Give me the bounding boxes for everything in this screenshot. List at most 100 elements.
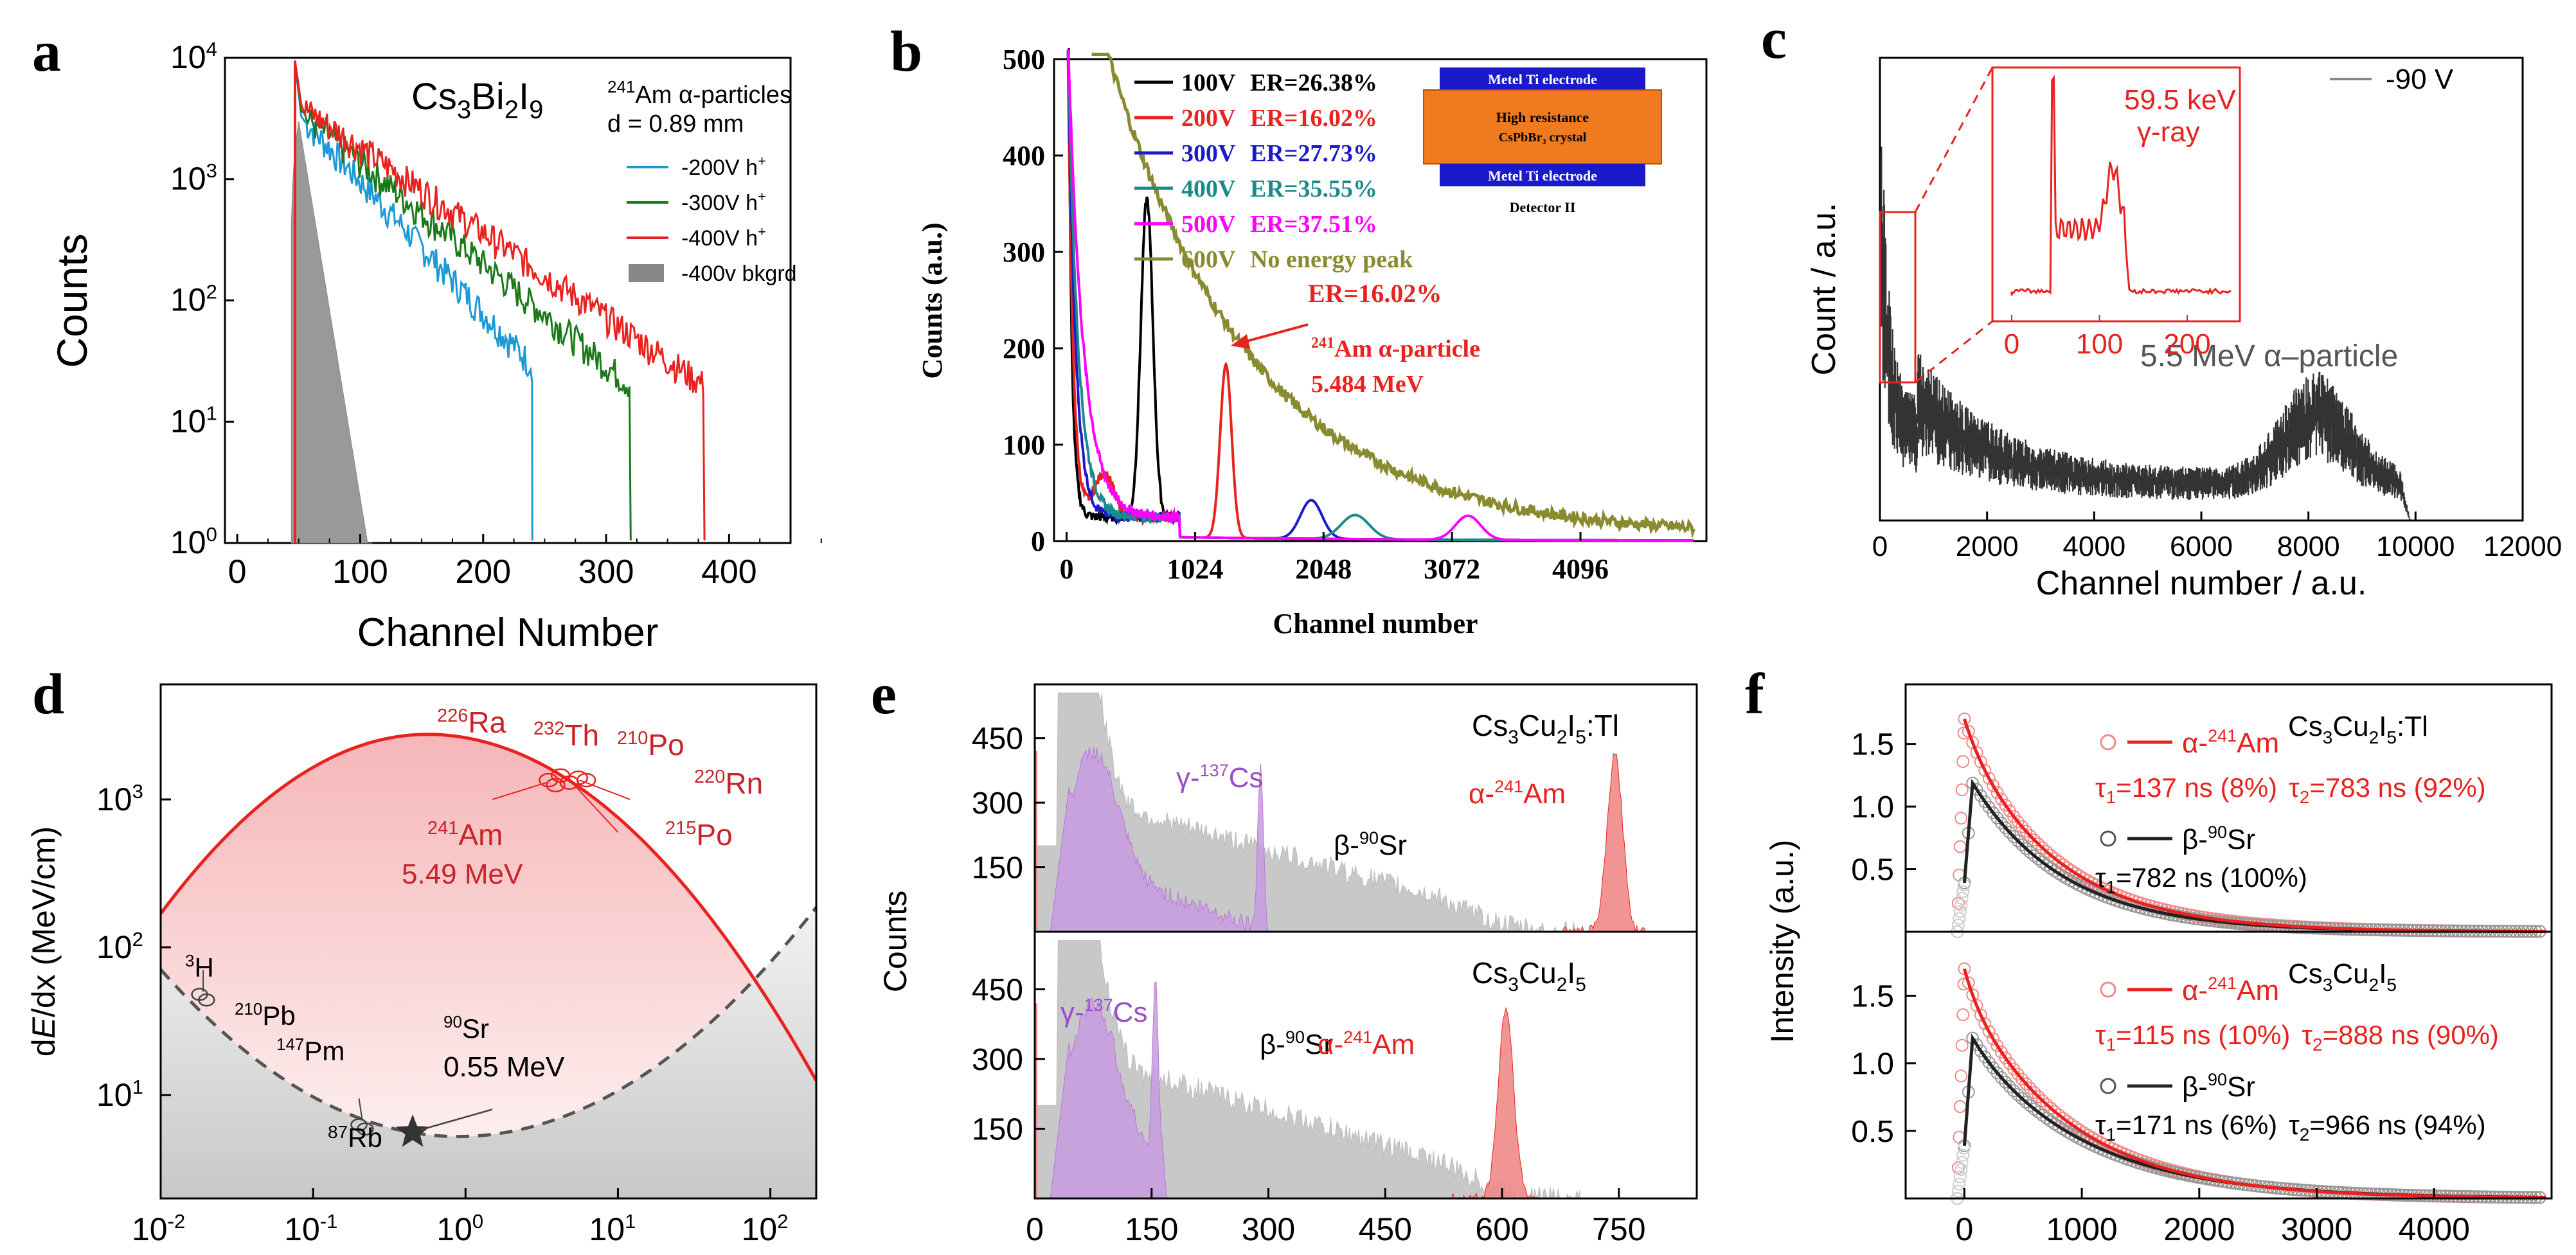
beta-rise-point bbox=[1954, 1163, 1968, 1177]
beta-point bbox=[2003, 1080, 2016, 1093]
panel-a-title: Cs3Bi2I9 bbox=[411, 76, 543, 124]
beta-point bbox=[2011, 1088, 2025, 1101]
x-tick-label: 0 bbox=[1026, 1211, 1044, 1247]
legend-voltage: 600V bbox=[1181, 246, 1236, 273]
curve-500V bbox=[1066, 49, 1694, 542]
legend-er: ER=37.51% bbox=[1250, 211, 1377, 238]
x-tick-label: 0 bbox=[1872, 531, 1888, 562]
alpha-point bbox=[1990, 1039, 2004, 1053]
y-tick-label: 0 bbox=[1031, 526, 1045, 557]
series--400V h+ bbox=[294, 60, 706, 541]
beta-point bbox=[1999, 821, 2012, 835]
annotation-line2: 241Am α-particle bbox=[1311, 335, 1480, 362]
alpha-point bbox=[1978, 763, 1992, 777]
y-tick-label: 100 bbox=[170, 523, 217, 560]
curve-600V bbox=[1091, 53, 1695, 539]
legend-label: -400v bkgrd bbox=[681, 262, 797, 286]
beta-marker bbox=[357, 1122, 374, 1136]
alpha-isotope-label: 241Am bbox=[427, 818, 503, 851]
alpha-label: α-241Am bbox=[1469, 777, 1566, 810]
panel-c-inset: 0 100 200 59.5 keV γ-ray bbox=[1879, 66, 2241, 384]
alpha-point bbox=[2015, 1073, 2028, 1086]
beta-label: β-90Sr bbox=[1334, 828, 1407, 861]
beta-marker bbox=[350, 1118, 368, 1132]
gamma-label: γ-137Cs bbox=[1060, 995, 1148, 1028]
alpha-point bbox=[1978, 1017, 1992, 1030]
panel-b-y-label: Counts (a.u.) bbox=[917, 222, 948, 378]
panel-d-letter: d bbox=[32, 663, 64, 726]
inset-plot bbox=[2010, 75, 2232, 296]
x-tick-label: 2000 bbox=[2163, 1211, 2235, 1247]
panel-c-x-label: Channel number / a.u. bbox=[2036, 565, 2367, 602]
y-tick-label: 150 bbox=[972, 851, 1023, 886]
spectrum bbox=[1880, 147, 2411, 520]
panel-d-isotope-labels: 226Ra 232Th 210Po 220Rn 215Po 241Am 5.49 MeV 3H… bbox=[185, 706, 763, 1153]
beta-point bbox=[2019, 842, 2033, 855]
alpha-rise-point bbox=[1954, 812, 1968, 825]
legend-er: ER=16.02% bbox=[1250, 105, 1377, 132]
panel-e-frame bbox=[1033, 683, 1698, 1200]
beta-rise-point bbox=[1953, 912, 1966, 925]
alpha-point bbox=[1982, 1025, 1996, 1038]
x-tick-label: 10-2 bbox=[132, 1210, 185, 1247]
panel-a-note-line2: d = 0.89 mm bbox=[607, 111, 744, 138]
panel-f-frame bbox=[1904, 683, 2553, 1200]
panel-b-frame bbox=[1053, 58, 1708, 542]
panel-c-note: 5.5 MeV α–particle bbox=[2140, 339, 2398, 373]
gamma-spectrum bbox=[1050, 746, 1284, 932]
panel-d-plot bbox=[159, 733, 818, 1198]
x-tick-label: 100 bbox=[436, 1210, 483, 1247]
beta-label: β-90Sr bbox=[1260, 1028, 1333, 1060]
beta-isotope-label: 90Sr bbox=[443, 1012, 489, 1044]
panel-d-y-ticks: 101 102 103 bbox=[96, 780, 171, 1113]
inset-bottom-electrode-label: Metel Ti electrode bbox=[1488, 168, 1597, 184]
legend-er: No energy peak bbox=[1250, 246, 1413, 273]
alpha-point bbox=[2035, 1094, 2049, 1107]
panel-c-plot bbox=[1880, 147, 2411, 520]
x-tick-label: 102 bbox=[742, 1210, 789, 1247]
annotation-arrow bbox=[1237, 323, 1309, 345]
material-label: Cs3Cu2I5:Tl bbox=[1472, 709, 1619, 748]
alpha-edge bbox=[1035, 1003, 1037, 1198]
x-tick-label: 4000 bbox=[2399, 1211, 2470, 1247]
y-tick-label: 103 bbox=[170, 159, 217, 197]
pointer-line bbox=[358, 1098, 363, 1120]
beta-point bbox=[2015, 838, 2028, 851]
panel-f: f 0 1000 2000 3000 4000 0.5 1.0 1.5 0.5 1.0 1.5 I… bbox=[1745, 663, 2553, 1247]
beta-rise-point bbox=[1956, 885, 1970, 898]
alpha-point bbox=[2019, 824, 2033, 838]
x-tick-label: 6000 bbox=[2170, 531, 2233, 562]
x-tick-label: 10000 bbox=[2376, 531, 2455, 562]
panel-c-legend-label: -90 V bbox=[2386, 64, 2454, 95]
pointer-line bbox=[419, 1108, 493, 1131]
series-bkgrd bbox=[291, 121, 373, 544]
beta-point bbox=[2023, 1099, 2037, 1112]
sr90-star bbox=[395, 1114, 430, 1147]
panel-f-y-label: Intensity (a.u.) bbox=[1764, 840, 1800, 1044]
alpha-rise-point bbox=[1955, 1038, 1969, 1052]
legend-er: ER=27.73% bbox=[1250, 140, 1377, 167]
beta-isotope-label: 3H bbox=[185, 951, 214, 983]
x-tick-label: 0 bbox=[1955, 1211, 1973, 1247]
y-tick-label: 300 bbox=[972, 787, 1023, 821]
panel-f-labels: α-241Am Cs3Cu2I5:Tl τ1=137 ns (8%) τ2=783 n… bbox=[2095, 711, 2499, 1144]
alpha-fit bbox=[1963, 718, 2546, 933]
alpha-point bbox=[2035, 841, 2049, 855]
alpha-isotope-label: 220Rn bbox=[694, 767, 763, 800]
alpha-isotope-label: 226Ra bbox=[437, 706, 506, 739]
y-tick-label: 101 bbox=[170, 402, 217, 439]
y-tick-label: 102 bbox=[170, 281, 217, 318]
panel-a-y-label: Counts bbox=[48, 233, 96, 368]
beta-point bbox=[2019, 1096, 2033, 1108]
y-tick-label: 1.5 bbox=[1851, 728, 1894, 762]
x-tick-label: 300 bbox=[1242, 1211, 1295, 1247]
gamma-spectrum bbox=[1050, 981, 1179, 1199]
alpha-label: α-241Am bbox=[2182, 726, 2279, 759]
y-tick-label: 1.0 bbox=[1851, 790, 1894, 824]
alpha-point bbox=[1987, 1032, 2000, 1046]
x-tick-label: 0 bbox=[1060, 553, 1074, 585]
legend-er: ER=35.55% bbox=[1250, 175, 1377, 202]
inset-top-electrode bbox=[1440, 67, 1645, 90]
panel-e-letter: e bbox=[871, 663, 897, 726]
x-tick-label: 1000 bbox=[2046, 1211, 2117, 1247]
